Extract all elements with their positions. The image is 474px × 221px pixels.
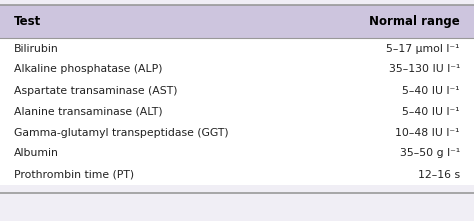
Text: Test: Test (14, 15, 41, 28)
Text: Alanine transaminase (ALT): Alanine transaminase (ALT) (14, 107, 163, 116)
Text: 35–50 g l⁻¹: 35–50 g l⁻¹ (400, 149, 460, 158)
Text: Alkaline phosphatase (ALP): Alkaline phosphatase (ALP) (14, 65, 163, 74)
Text: 5–40 IU l⁻¹: 5–40 IU l⁻¹ (402, 107, 460, 116)
Text: Gamma-glutamyl transpeptidase (GGT): Gamma-glutamyl transpeptidase (GGT) (14, 128, 229, 137)
Text: Aspartate transaminase (AST): Aspartate transaminase (AST) (14, 86, 178, 95)
Bar (0, 38, 474, 185)
Text: 5–17 μmol l⁻¹: 5–17 μmol l⁻¹ (386, 44, 460, 53)
Text: Prothrombin time (PT): Prothrombin time (PT) (14, 170, 134, 179)
Text: 10–48 IU l⁻¹: 10–48 IU l⁻¹ (395, 128, 460, 137)
Text: Normal range: Normal range (369, 15, 460, 28)
Text: 35–130 IU l⁻¹: 35–130 IU l⁻¹ (389, 65, 460, 74)
Text: Bilirubin: Bilirubin (14, 44, 59, 53)
Bar (0, 5, 474, 38)
Text: Albumin: Albumin (14, 149, 59, 158)
Text: 5–40 IU l⁻¹: 5–40 IU l⁻¹ (402, 86, 460, 95)
Text: 12–16 s: 12–16 s (418, 170, 460, 179)
